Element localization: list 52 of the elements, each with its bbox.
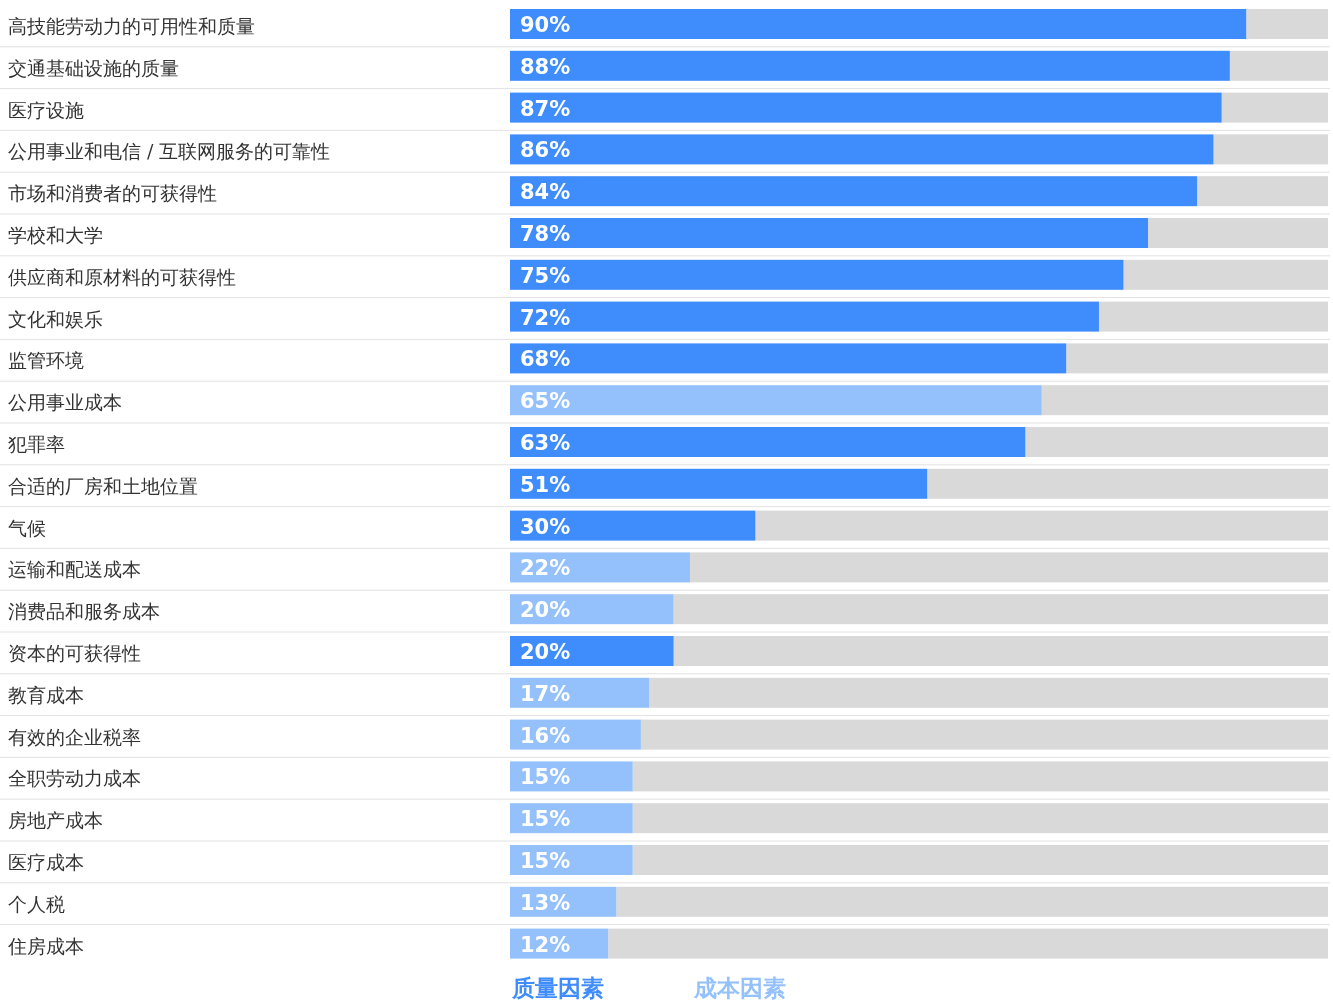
data-label: 86% — [520, 138, 571, 163]
y-tick-label: 公用事业和电信 / 互联网服务的可靠性 — [8, 140, 331, 163]
y-tick-label: 住房成本 — [7, 934, 84, 957]
y-tick-label: 教育成本 — [8, 683, 84, 706]
bar — [510, 636, 674, 666]
data-label: 51% — [520, 472, 571, 497]
text: 成本因素 — [693, 975, 786, 1001]
y-tick-label: 气候 — [8, 516, 46, 539]
data-label: 22% — [520, 556, 571, 581]
y-tick-label: 监管环境 — [8, 349, 84, 372]
y-tick-label: 个人税 — [8, 892, 65, 915]
data-label: 20% — [520, 640, 571, 664]
y-tick-label: 运输和配送成本 — [8, 558, 141, 581]
y-tick-label: 供应商和原材料的可获得性 — [8, 265, 236, 288]
y-tick-label: 房地产成本 — [8, 809, 103, 832]
data-label: 15% — [520, 849, 571, 873]
data-label: 17% — [520, 681, 571, 706]
data-label: 78% — [520, 222, 571, 246]
data-label: 15% — [520, 765, 571, 790]
data-label: 68% — [520, 347, 571, 372]
data-label: 63% — [520, 431, 571, 455]
y-tick-label: 公用事业成本 — [8, 391, 122, 414]
data-label: 15% — [520, 807, 571, 832]
y-tick-label: 医疗成本 — [8, 851, 84, 873]
data-label: 30% — [520, 514, 571, 539]
y-tick-label: 消费品和服务成本 — [8, 600, 160, 623]
y-tick-label: 合适的厂房和土地位置 — [8, 474, 198, 497]
y-tick-label: 市场和消费者的可获得性 — [8, 182, 217, 205]
y-tick-label: 交通基础设施的质量 — [8, 56, 179, 79]
y-tick-label: 有效的企业税率 — [8, 725, 141, 748]
y-tick-label: 医疗设施 — [8, 98, 84, 121]
bar — [510, 677, 650, 708]
bar — [510, 594, 674, 625]
data-label: 88% — [520, 54, 571, 79]
text: 质量因素 — [511, 975, 604, 1001]
data-label: 16% — [520, 723, 571, 748]
data-label: 84% — [520, 180, 571, 205]
data-label: 87% — [520, 96, 571, 121]
data-label: 75% — [520, 263, 571, 288]
data-label: 13% — [520, 890, 571, 915]
data-label: 12% — [520, 932, 571, 957]
data-label: 20% — [520, 598, 571, 623]
data-label: 90% — [520, 13, 571, 37]
y-tick-label: 资本的可获得性 — [8, 642, 141, 664]
bar — [510, 552, 690, 583]
y-tick-label: 犯罪率 — [8, 433, 65, 455]
y-tick-label: 高技能劳动力的可用性和质量 — [8, 15, 255, 37]
y-tick-label: 学校和大学 — [8, 224, 103, 246]
data-label: 65% — [520, 389, 571, 414]
data-label: 72% — [520, 305, 571, 330]
y-tick-label: 全职劳动力成本 — [8, 767, 141, 790]
y-tick-label: 文化和娱乐 — [8, 307, 103, 330]
